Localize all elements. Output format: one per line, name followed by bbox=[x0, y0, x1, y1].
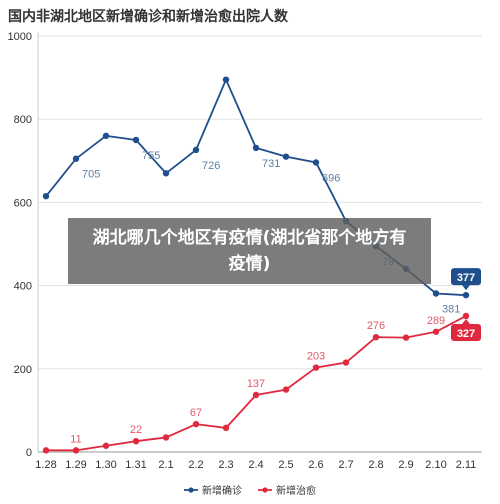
data-point bbox=[372, 333, 380, 341]
data-label: 276 bbox=[367, 320, 385, 332]
data-point bbox=[462, 312, 470, 320]
data-point bbox=[432, 328, 440, 335]
data-label: 731 bbox=[262, 158, 280, 170]
data-point bbox=[282, 386, 290, 393]
end-badge-label: 327 bbox=[457, 328, 475, 340]
x-tick-label: 2.9 bbox=[398, 459, 413, 471]
data-label: 726 bbox=[202, 160, 220, 172]
end-badge-label: 377 bbox=[457, 272, 475, 284]
y-tick-label: 800 bbox=[14, 114, 32, 126]
data-point bbox=[72, 447, 80, 454]
data-label: 11 bbox=[70, 433, 81, 445]
data-point bbox=[312, 159, 320, 166]
end-badge bbox=[451, 323, 481, 341]
x-tick-label: 1.31 bbox=[125, 459, 146, 471]
chart-title: 国内非湖北地区新增确诊和新增治愈出院人数 bbox=[8, 9, 288, 25]
data-point bbox=[462, 291, 470, 299]
data-point bbox=[342, 359, 350, 366]
overlay-text: 湖北哪几个地区有疫情(湖北省那个地方有疫情) bbox=[92, 228, 407, 274]
end-badge-pointer bbox=[462, 318, 470, 324]
end-badge bbox=[451, 268, 481, 286]
x-tick-label: 2.4 bbox=[248, 459, 263, 471]
data-label: 755 bbox=[142, 150, 160, 162]
data-point bbox=[402, 334, 410, 341]
series-layer: 7057557267316967938137711226713720327628… bbox=[42, 76, 481, 454]
data-point bbox=[102, 132, 110, 140]
legend-swatch-marker bbox=[262, 487, 268, 493]
data-point bbox=[312, 364, 320, 371]
legend-label: 新增确诊 bbox=[202, 484, 242, 497]
data-point bbox=[42, 447, 50, 454]
data-point bbox=[72, 155, 80, 162]
legend: 新增确诊 新增治愈 bbox=[184, 484, 316, 497]
x-tick-label: 1.30 bbox=[95, 459, 116, 471]
x-tick-label: 2.11 bbox=[456, 459, 477, 471]
data-label: 137 bbox=[247, 378, 265, 390]
data-label: 705 bbox=[82, 169, 100, 181]
data-point bbox=[162, 434, 170, 441]
x-tick-label: 2.3 bbox=[218, 459, 233, 471]
data-point bbox=[432, 290, 440, 297]
y-tick-label: 1000 bbox=[8, 31, 32, 43]
overlay-banner: 湖北哪几个地区有疫情(湖北省那个地方有疫情) bbox=[68, 218, 431, 284]
x-axis: 1.28 1.29 1.30 1.31 2.1 2.2 2.3 2.4 2.5 2.6 2.7 2.8… bbox=[35, 451, 482, 471]
data-label: 67 bbox=[190, 407, 202, 419]
data-point bbox=[222, 76, 230, 83]
legend-swatch-marker bbox=[188, 487, 194, 493]
end-badge-pointer bbox=[462, 285, 470, 291]
x-tick-label: 2.10 bbox=[425, 459, 446, 471]
data-label: 289 bbox=[427, 315, 445, 327]
data-point bbox=[282, 153, 290, 160]
data-label: 203 bbox=[307, 351, 325, 363]
x-tick-label: 2.1 bbox=[158, 459, 173, 471]
legend-label: 新增治愈 bbox=[276, 484, 316, 497]
data-label: 381 bbox=[442, 304, 460, 316]
x-tick-label: 1.28 bbox=[35, 459, 56, 471]
y-tick-label: 200 bbox=[14, 364, 32, 376]
series-confirmed: 70575572673169679381377 bbox=[42, 76, 481, 316]
data-point bbox=[132, 437, 140, 445]
x-tick-label: 2.5 bbox=[278, 459, 293, 471]
y-tick-label: 600 bbox=[14, 197, 32, 209]
data-point bbox=[222, 424, 230, 432]
y-tick-label: 0 bbox=[26, 447, 32, 459]
x-tick-label: 2.6 bbox=[308, 459, 323, 471]
data-point bbox=[192, 146, 200, 154]
y-axis: 0 200 400 600 800 1000 bbox=[8, 31, 39, 459]
data-point bbox=[252, 391, 260, 399]
x-tick-label: 2.8 bbox=[368, 459, 383, 471]
data-point bbox=[252, 144, 260, 152]
data-point bbox=[42, 192, 50, 200]
data-point bbox=[132, 136, 140, 144]
data-label: 696 bbox=[322, 172, 340, 184]
x-tick-label: 2.7 bbox=[338, 459, 353, 471]
data-point bbox=[102, 442, 110, 449]
y-tick-label: 400 bbox=[14, 281, 32, 293]
x-tick-label: 2.2 bbox=[188, 459, 203, 471]
data-point bbox=[192, 420, 200, 428]
series-recovered: 11 22 67 137 203 276 289 327 bbox=[42, 312, 481, 454]
data-point bbox=[162, 170, 170, 177]
data-label: 22 bbox=[130, 424, 142, 436]
x-tick-label: 1.29 bbox=[65, 459, 86, 471]
